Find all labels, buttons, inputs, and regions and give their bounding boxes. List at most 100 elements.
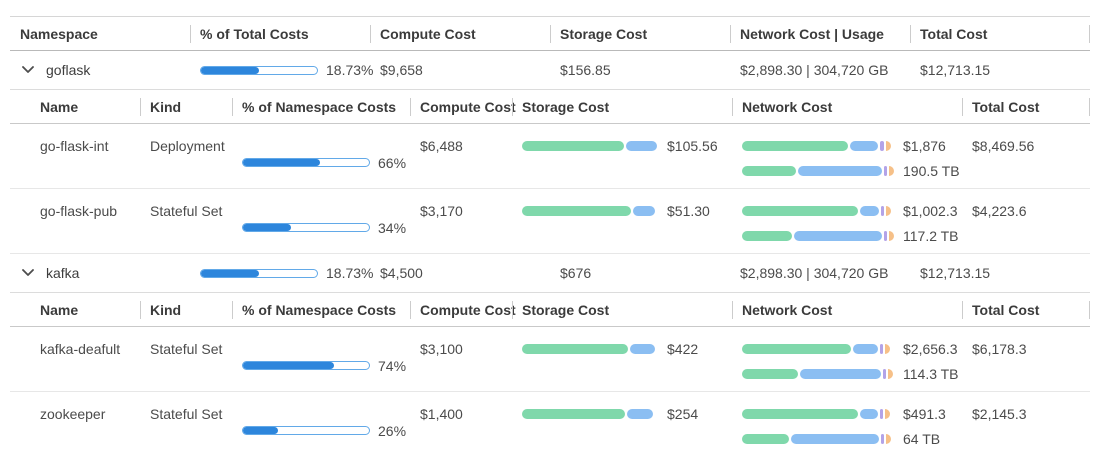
chevron-down-icon[interactable] [20, 267, 36, 279]
network-usage-label: 190.5 TB [903, 163, 960, 179]
total-cost-value: $12,713.15 [920, 62, 991, 78]
network-usage-label: 117.2 TB [903, 228, 959, 244]
workload-row-kafka-deafult: kafka-deafult Stateful Set 74% $3,100 $4… [10, 327, 1090, 392]
total-cost-value: $12,713.15 [920, 265, 991, 281]
col-header-pct-namespace: % of Namespace Costs [232, 302, 410, 318]
workload-kind: Stateful Set [150, 203, 223, 219]
bar-end-marker [884, 409, 890, 419]
pct-namespace-bar [242, 361, 370, 370]
workload-row-zookeeper: zookeeper Stateful Set 26% $1,400 $254 [10, 392, 1090, 456]
col-header-kind: Kind [140, 99, 232, 115]
bar-end-marker [886, 141, 892, 151]
network-usage-bar [742, 166, 894, 176]
pct-total-label: 18.73% [326, 62, 374, 78]
main-header-row: Namespace % of Total Costs Compute Cost … [10, 17, 1090, 51]
pct-namespace-label: 74% [378, 357, 407, 374]
col-header-network: Network Cost [732, 99, 962, 115]
col-header-total: Total Cost [910, 26, 1090, 42]
network-usage-bar [742, 369, 894, 379]
col-header-compute: Compute Cost [370, 26, 550, 42]
network-usage-label: 64 TB [903, 431, 941, 447]
pct-namespace-label: 66% [378, 154, 407, 171]
workload-name: go-flask-int [40, 138, 109, 154]
namespace-row-goflask[interactable]: goflask 18.73% $9,658 $156.85 $2,898.30 … [10, 51, 1090, 89]
col-header-network: Network Cost [732, 302, 962, 318]
network-cost-bar [742, 206, 894, 216]
sub-table-goflask: Name Kind % of Namespace Costs Compute C… [10, 89, 1090, 254]
bar-end-marker [888, 166, 894, 176]
storage-cost-bar [522, 344, 658, 354]
bar-end-marker [886, 206, 892, 216]
sub-header-row: Name Kind % of Namespace Costs Compute C… [10, 293, 1090, 327]
network-usage-bar [742, 231, 894, 241]
col-header-name: Name [40, 98, 79, 115]
col-header-storage: Storage Cost [512, 99, 732, 115]
storage-cost-value: $156.85 [560, 62, 611, 78]
network-cost-label: $491.3 [903, 406, 946, 422]
storage-cost-bar [522, 409, 658, 419]
compute-cost-value: $4,500 [380, 265, 423, 281]
col-header-total: Total Cost [962, 99, 1090, 115]
pct-total-label: 18.73% [326, 265, 374, 281]
total-cost-value: $4,223.6 [972, 203, 1027, 219]
col-header-namespace: Namespace [20, 25, 98, 42]
compute-cost-value: $1,400 [420, 406, 463, 422]
chevron-down-icon[interactable] [20, 64, 36, 76]
bar-end-marker [884, 344, 890, 354]
network-cost-usage-value: $2,898.30 | 304,720 GB [740, 62, 889, 78]
workload-name: zookeeper [40, 406, 106, 422]
total-cost-value: $2,145.3 [972, 406, 1027, 422]
col-header-total: Total Cost [962, 302, 1090, 318]
storage-cost-value: $676 [560, 265, 592, 281]
workload-name: go-flask-pub [40, 203, 118, 219]
workload-kind: Stateful Set [150, 341, 223, 357]
network-cost-bar [742, 409, 894, 419]
col-header-compute: Compute Cost [410, 99, 516, 115]
col-header-compute: Compute Cost [410, 302, 516, 318]
pct-namespace-bar [242, 223, 370, 232]
pct-namespace-bar [242, 426, 370, 435]
network-cost-label: $1,876 [903, 138, 946, 154]
storage-cost-label: $254 [667, 406, 699, 422]
storage-cost-bar [522, 141, 658, 151]
compute-cost-value: $3,100 [420, 341, 463, 357]
total-cost-value: $8,469.56 [972, 138, 1035, 154]
namespace-name: kafka [46, 265, 80, 281]
col-header-pct-namespace: % of Namespace Costs [232, 99, 410, 115]
bar-end-marker [887, 369, 893, 379]
compute-cost-value: $9,658 [380, 62, 423, 78]
network-cost-bar [742, 344, 894, 354]
storage-cost-bar [522, 206, 658, 216]
workload-kind: Stateful Set [150, 406, 223, 422]
bar-end-marker [888, 231, 894, 241]
pct-namespace-label: 34% [378, 219, 407, 236]
col-header-storage: Storage Cost [550, 26, 730, 42]
workload-kind: Deployment [150, 138, 225, 154]
col-header-name: Name [40, 301, 79, 318]
namespace-row-kafka[interactable]: kafka 18.73% $4,500 $676 $2,898.30 | 304… [10, 254, 1090, 292]
col-header-network: Network Cost | Usage [730, 26, 910, 42]
namespace-name: goflask [46, 62, 91, 78]
compute-cost-value: $6,488 [420, 138, 463, 154]
storage-cost-label: $105.56 [667, 138, 718, 154]
network-usage-label: 114.3 TB [903, 366, 959, 382]
col-header-pct-total: % of Total Costs [190, 26, 370, 42]
total-cost-value: $6,178.3 [972, 341, 1027, 357]
workload-row-go-flask-pub: go-flask-pub Stateful Set 34% $3,170 $51… [10, 189, 1090, 254]
col-header-kind: Kind [140, 302, 232, 318]
network-cost-usage-value: $2,898.30 | 304,720 GB [740, 265, 889, 281]
storage-cost-label: $51.30 [667, 203, 710, 219]
cost-table: Namespace % of Total Costs Compute Cost … [10, 16, 1090, 456]
pct-total-bar [200, 65, 318, 75]
workload-row-go-flask-int: go-flask-int Deployment 66% $6,488 $105.… [10, 124, 1090, 189]
pct-total-bar [200, 268, 318, 278]
network-cost-label: $1,002.3 [903, 203, 958, 219]
sub-header-row: Name Kind % of Namespace Costs Compute C… [10, 90, 1090, 124]
network-cost-label: $2,656.3 [903, 341, 958, 357]
network-cost-bar [742, 141, 894, 151]
pct-namespace-label: 26% [378, 422, 407, 439]
compute-cost-value: $3,170 [420, 203, 463, 219]
storage-cost-label: $422 [667, 341, 699, 357]
workload-name: kafka-deafult [40, 341, 121, 357]
